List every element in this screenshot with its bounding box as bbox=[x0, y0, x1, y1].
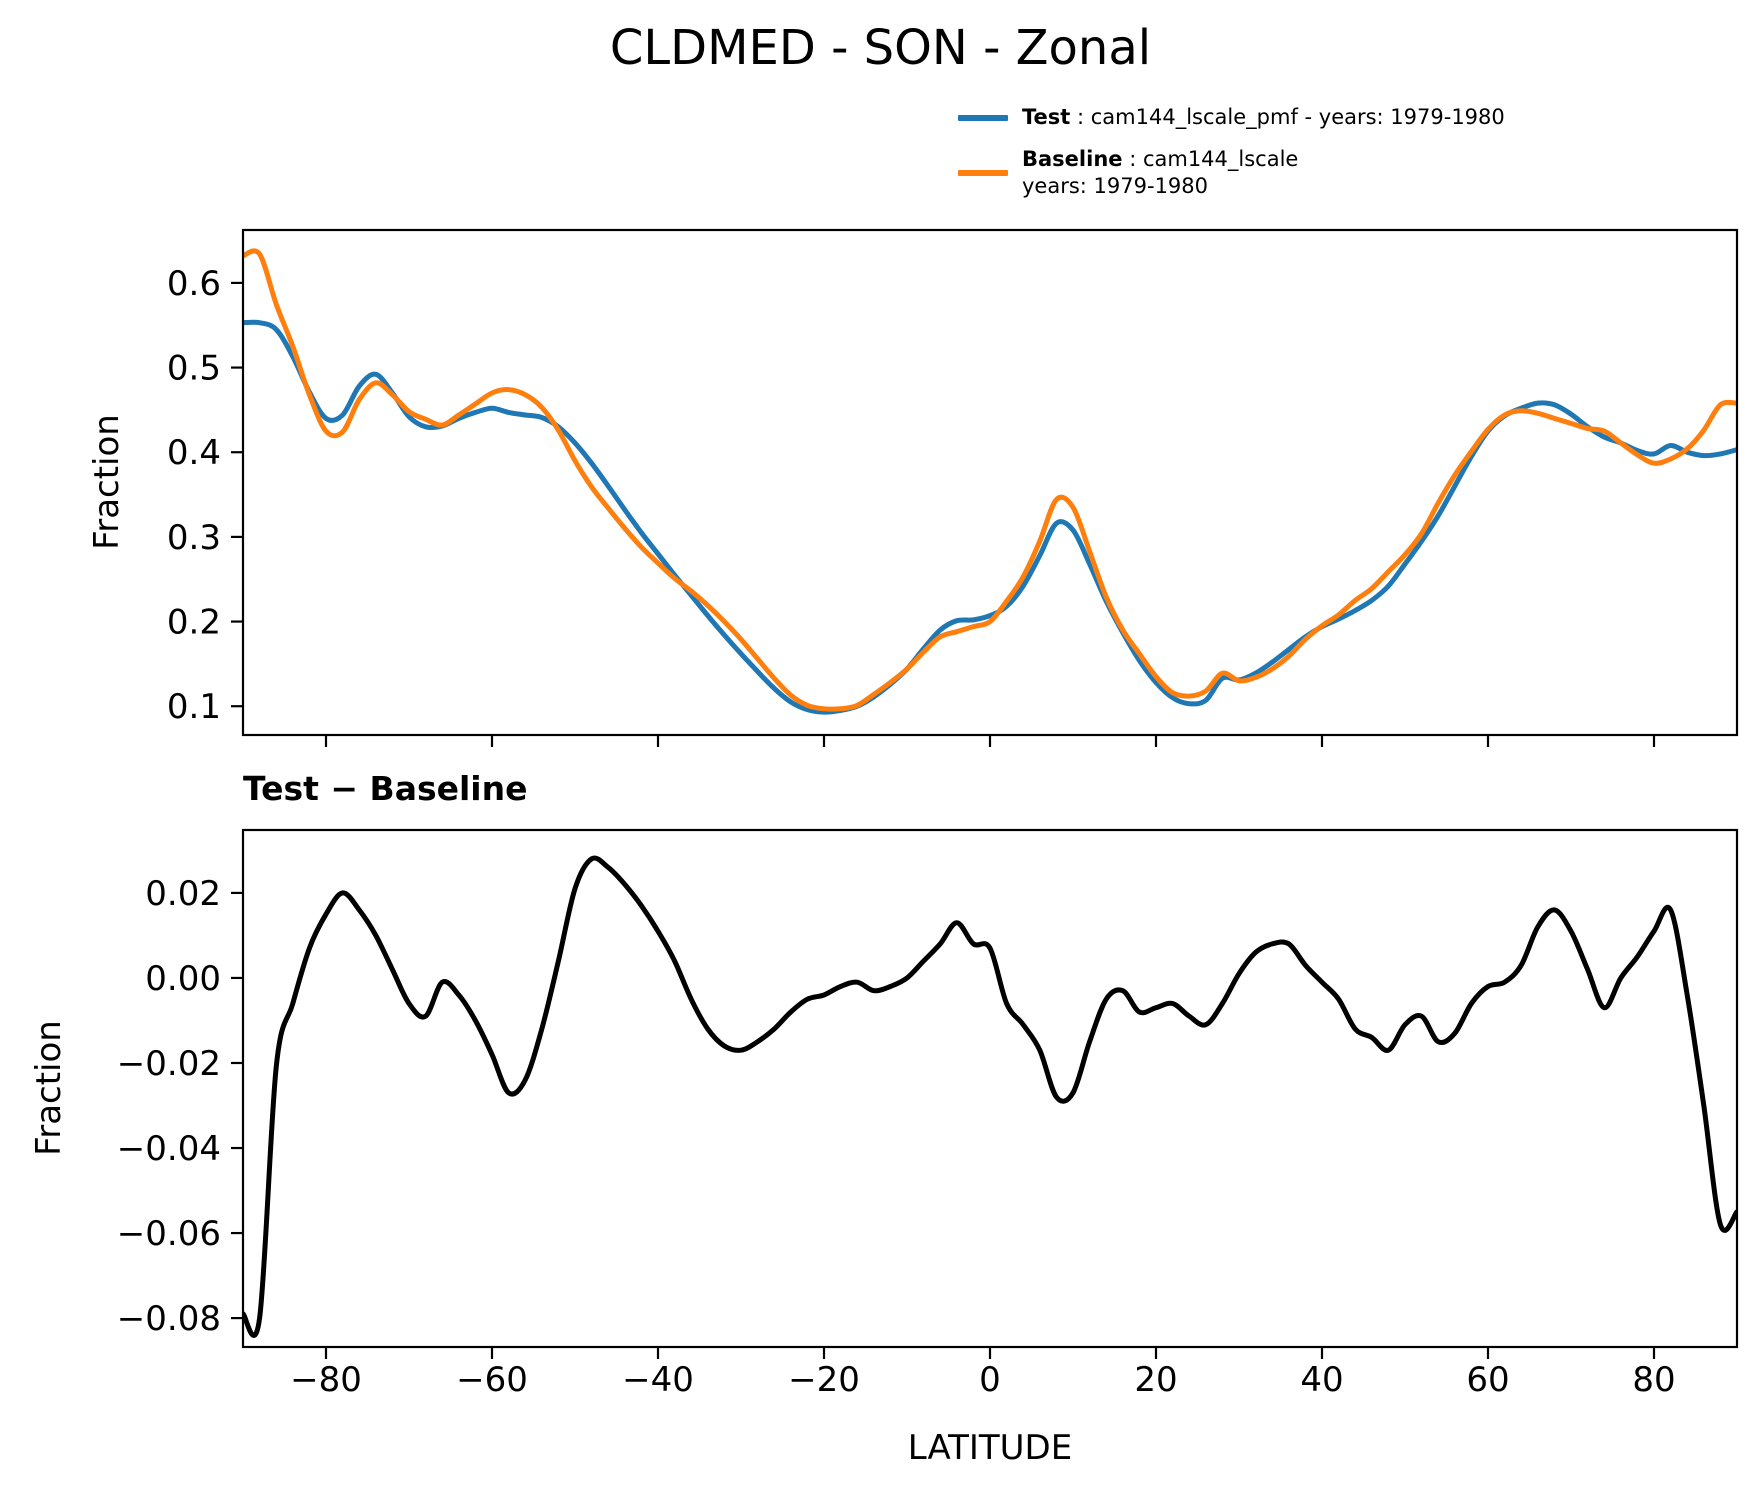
legend: Test : cam144_lscale_pmf - years: 1979-1… bbox=[958, 104, 1505, 215]
y-tick-label: −0.04 bbox=[117, 1129, 221, 1169]
y-tick-label: −0.02 bbox=[117, 1044, 221, 1084]
y-tick-label: 0.6 bbox=[167, 264, 221, 304]
legend-entry-test-label: Test : cam144_lscale_pmf - years: 1979-1… bbox=[1022, 104, 1505, 132]
y-tick-label: −0.06 bbox=[117, 1214, 221, 1254]
x-tick-label: −20 bbox=[788, 1360, 860, 1400]
difference-panel: −80 −60 −40 −20 0 20 40 60 80 0.02 0.00 −0.02 −0.04 −… bbox=[117, 828, 1739, 1400]
y-tick-label: 0.3 bbox=[167, 518, 221, 558]
y-tick-label: 0.02 bbox=[145, 874, 221, 914]
figure-title: CLDMED - SON - Zonal bbox=[609, 20, 1152, 76]
top-ylabel: Fraction bbox=[87, 414, 127, 550]
legend-baseline-years: years: 1979-1980 bbox=[1022, 174, 1209, 199]
test-line-swatch bbox=[958, 114, 1008, 121]
zonal-mean-panel-test-line bbox=[243, 319, 1737, 715]
legend-baseline-name: Baseline bbox=[1022, 146, 1123, 171]
baseline-line-swatch bbox=[958, 170, 1008, 177]
y-tick-label: 0.1 bbox=[167, 687, 221, 727]
y-tick-label: 0.4 bbox=[167, 433, 221, 473]
difference-panel-frame bbox=[241, 828, 1739, 1349]
legend-entry-baseline: Baseline : cam144_lscale years: 1979-1980 bbox=[958, 146, 1505, 201]
zonal-mean-panel: 0.1 0.2 0.3 0.4 0.5 0.6 bbox=[167, 228, 1739, 747]
legend-test-desc: : cam144_lscale_pmf - years: 1979-1980 bbox=[1070, 105, 1505, 129]
x-tick-label: 60 bbox=[1466, 1360, 1509, 1400]
legend-baseline-desc: : cam144_lscale bbox=[1122, 146, 1299, 171]
x-tick-label: 80 bbox=[1632, 1360, 1675, 1400]
x-tick-label: −80 bbox=[290, 1360, 362, 1400]
y-tick-label: 0.5 bbox=[167, 349, 221, 389]
legend-test-name: Test bbox=[1022, 105, 1071, 129]
y-tick-label: −0.08 bbox=[117, 1299, 221, 1339]
difference-panel-title: Test − Baseline bbox=[243, 769, 528, 808]
y-tick-label: 0.00 bbox=[145, 959, 221, 999]
legend-entry-baseline-label: Baseline : cam144_lscale years: 1979-1980 bbox=[1022, 146, 1298, 201]
x-tick-label: 40 bbox=[1300, 1360, 1343, 1400]
zonal-mean-panel-baseline-line bbox=[243, 248, 1737, 712]
zonal-mean-panel-frame bbox=[241, 228, 1739, 737]
bottom-ylabel: Fraction bbox=[29, 1020, 69, 1156]
x-tick-label: −40 bbox=[622, 1360, 694, 1400]
legend-entry-test: Test : cam144_lscale_pmf - years: 1979-1… bbox=[958, 104, 1505, 132]
x-tick-label: 0 bbox=[979, 1360, 1001, 1400]
x-tick-label: 20 bbox=[1134, 1360, 1177, 1400]
y-tick-label: 0.2 bbox=[167, 603, 221, 643]
x-tick-label: −60 bbox=[456, 1360, 528, 1400]
difference-panel-test-baseline-line bbox=[243, 855, 1737, 1338]
xlabel: LATITUDE bbox=[907, 1428, 1073, 1468]
